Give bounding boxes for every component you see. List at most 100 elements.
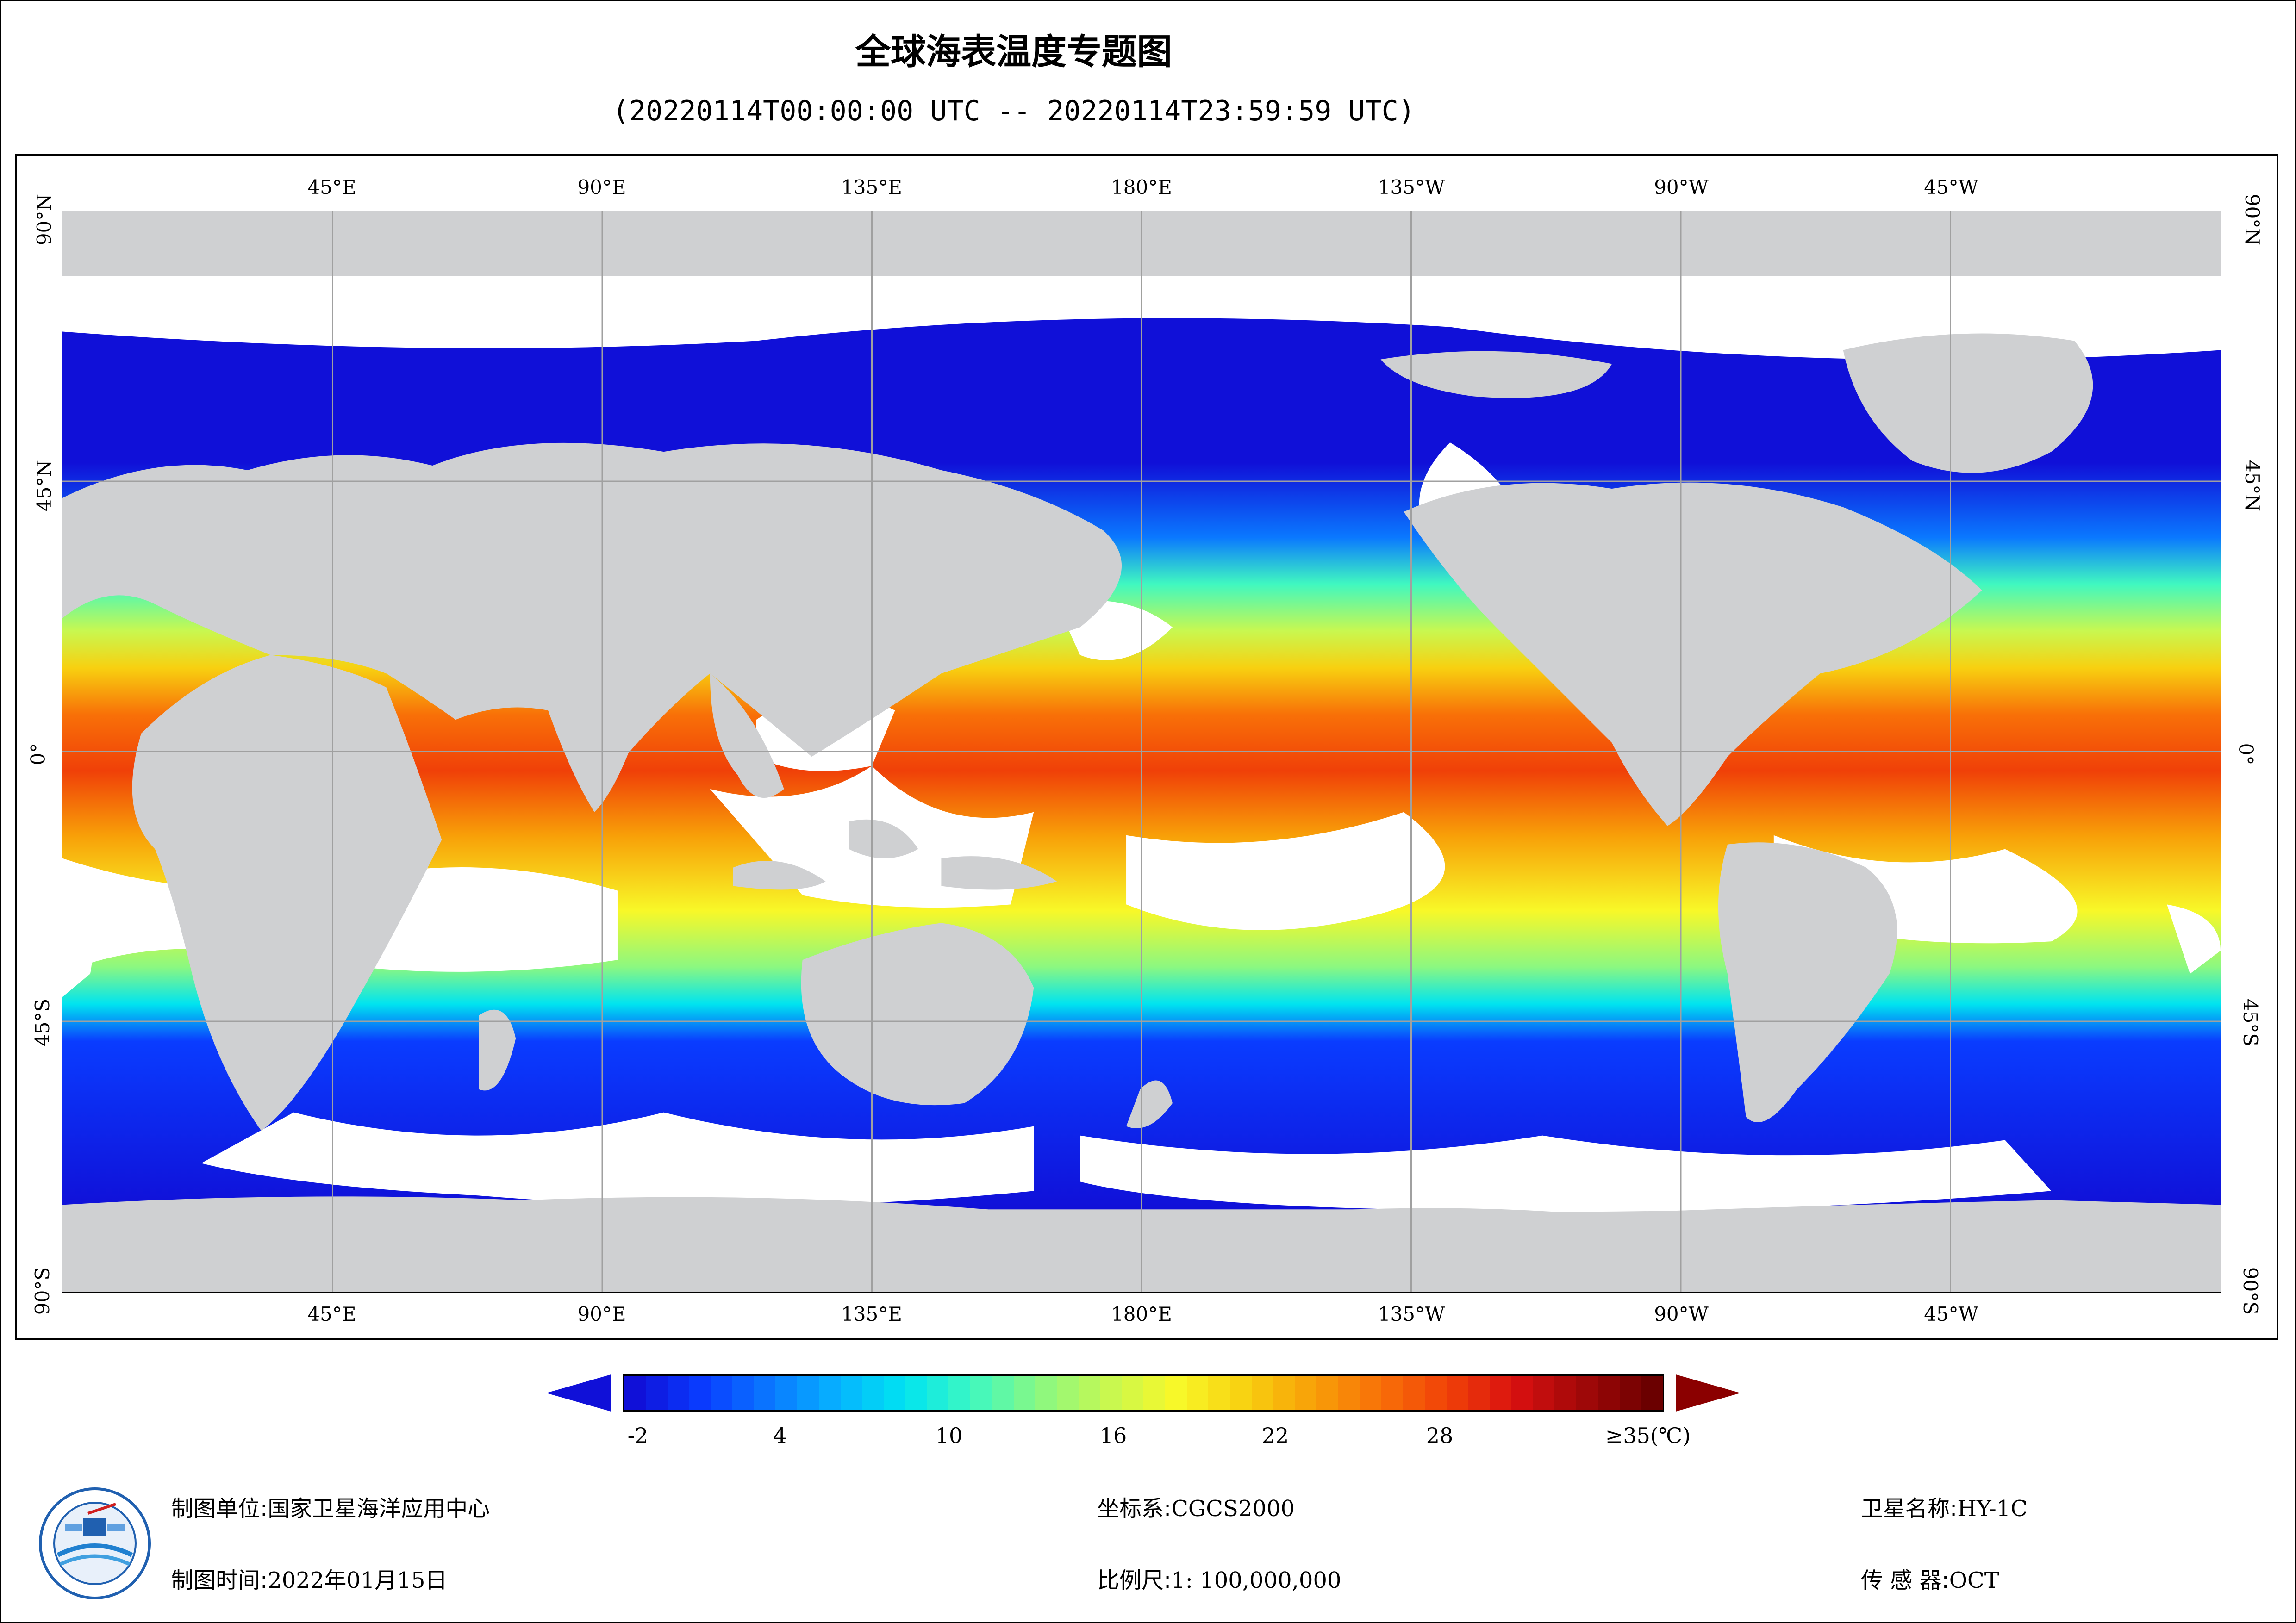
colorbar-swatch bbox=[645, 1376, 668, 1410]
land-continents bbox=[62, 333, 2093, 1131]
scale-field: 比例尺:1: 100,000,000 bbox=[1097, 1562, 1341, 1594]
colorbar-swatch bbox=[624, 1376, 646, 1410]
colorbar-swatch bbox=[884, 1376, 905, 1410]
lat-tick-right-0: 0° bbox=[2234, 743, 2258, 765]
colorbar-swatch bbox=[1511, 1376, 1533, 1410]
sst-map[interactable] bbox=[62, 211, 2221, 1293]
colorbar-swatch bbox=[1533, 1376, 1555, 1410]
scale-value: 1: 100,000,000 bbox=[1171, 1567, 1341, 1593]
colorbar-swatch bbox=[711, 1376, 732, 1410]
lon-tick-top-90w: 90°W bbox=[1654, 176, 1709, 199]
lon-tick-bottom-45w: 45°W bbox=[1924, 1303, 1978, 1325]
colorbar-swatch bbox=[1360, 1376, 1382, 1410]
lon-tick-top-45e: 45°E bbox=[307, 176, 356, 199]
map-date-field: 制图时间:2022年01月15日 bbox=[171, 1562, 448, 1594]
colorbar-swatch bbox=[992, 1376, 1014, 1410]
lat-tick-right-90s: 90°S bbox=[2239, 1267, 2262, 1315]
graticule bbox=[62, 211, 2221, 1292]
colorbar-min-arrow bbox=[546, 1374, 611, 1412]
colorbar-swatch bbox=[905, 1376, 927, 1410]
colorbar-swatch bbox=[1165, 1376, 1187, 1410]
colorbar-swatch bbox=[1619, 1376, 1641, 1410]
lon-tick-top-180e: 180°E bbox=[1111, 176, 1172, 199]
sensor-field: 传 感 器:OCT bbox=[1861, 1562, 1999, 1594]
colorbar-swatch bbox=[1230, 1376, 1252, 1410]
colorbar-swatch bbox=[1273, 1376, 1295, 1410]
colorbar-swatch bbox=[689, 1376, 711, 1410]
colorbar-swatch bbox=[862, 1376, 884, 1410]
producer-field: 制图单位:国家卫星海洋应用中心 bbox=[171, 1490, 490, 1523]
lon-tick-bottom-180e: 180°E bbox=[1111, 1303, 1172, 1325]
time-range: (20220114T00:00:00 UTC -- 20220114T23:59… bbox=[612, 95, 1415, 127]
sensor-label: 传 感 器: bbox=[1861, 1567, 1949, 1593]
colorbar-swatch bbox=[1035, 1376, 1057, 1410]
producer-value: 国家卫星海洋应用中心 bbox=[268, 1496, 490, 1522]
lat-tick-left-45s: 45°S bbox=[31, 998, 54, 1047]
colorbar-swatch bbox=[1186, 1376, 1209, 1410]
crs-value: CGCS2000 bbox=[1171, 1496, 1295, 1522]
colorbar-swatch bbox=[1143, 1376, 1165, 1410]
colorbar-swatch bbox=[1641, 1376, 1663, 1410]
colorbar-swatch bbox=[840, 1376, 862, 1410]
colorbar-swatch bbox=[818, 1376, 841, 1410]
colorbar-swatch bbox=[1295, 1376, 1316, 1410]
colorbar-tick-label: 22 bbox=[1261, 1423, 1289, 1448]
producer-label: 制图单位: bbox=[171, 1496, 268, 1522]
satellite-label: 卫星名称: bbox=[1861, 1496, 1958, 1522]
crs-label: 坐标系: bbox=[1097, 1496, 1172, 1522]
lon-tick-bottom-90w: 90°W bbox=[1654, 1303, 1709, 1325]
colorbar-gradient bbox=[623, 1374, 1664, 1412]
colorbar-swatch bbox=[732, 1376, 754, 1410]
nsoas-logo bbox=[37, 1486, 153, 1601]
colorbar-swatch bbox=[1403, 1376, 1425, 1410]
map-date-value: 2022年01月15日 bbox=[268, 1567, 448, 1593]
lon-tick-bottom-45e: 45°E bbox=[307, 1303, 356, 1325]
colorbar-swatch bbox=[1554, 1376, 1576, 1410]
colorbar-swatch bbox=[667, 1376, 689, 1410]
colorbar bbox=[546, 1374, 1741, 1416]
satellite-field: 卫星名称:HY-1C bbox=[1861, 1490, 2028, 1523]
colorbar-swatch bbox=[1468, 1376, 1490, 1410]
colorbar-swatch bbox=[1490, 1376, 1511, 1410]
colorbar-swatch bbox=[775, 1376, 797, 1410]
map-title: 全球海表温度专题图 bbox=[855, 31, 1172, 72]
colorbar-tick-label: ≥35(℃) bbox=[1605, 1423, 1691, 1448]
lat-tick-right-90n: 90°N bbox=[2241, 193, 2264, 246]
lon-tick-top-135e: 135°E bbox=[841, 176, 902, 199]
colorbar-max-arrow bbox=[1676, 1374, 1741, 1412]
lat-tick-right-45s: 45°S bbox=[2239, 998, 2262, 1047]
lat-tick-left-0: 0° bbox=[26, 743, 50, 765]
sensor-value: OCT bbox=[1949, 1567, 1999, 1593]
colorbar-swatch bbox=[1597, 1376, 1620, 1410]
colorbar-swatch bbox=[1208, 1376, 1230, 1410]
colorbar-swatch bbox=[948, 1376, 970, 1410]
colorbar-swatch bbox=[1122, 1376, 1143, 1410]
colorbar-tick-label: 16 bbox=[1099, 1423, 1127, 1448]
lon-tick-bottom-135w: 135°W bbox=[1378, 1303, 1445, 1325]
map-frame bbox=[15, 154, 2278, 1340]
scale-label: 比例尺: bbox=[1097, 1567, 1172, 1593]
lon-tick-top-135w: 135°W bbox=[1378, 176, 1445, 199]
colorbar-tick-label: 4 bbox=[773, 1423, 787, 1448]
colorbar-swatch bbox=[797, 1376, 819, 1410]
sst-map-svg bbox=[62, 211, 2221, 1292]
colorbar-tick-label: -2 bbox=[627, 1423, 649, 1448]
colorbar-swatch bbox=[1338, 1376, 1360, 1410]
colorbar-swatch bbox=[1013, 1376, 1036, 1410]
colorbar-swatch bbox=[970, 1376, 992, 1410]
colorbar-swatch bbox=[1057, 1376, 1079, 1410]
colorbar-swatch bbox=[1251, 1376, 1273, 1410]
colorbar-tick-label: 10 bbox=[935, 1423, 963, 1448]
lon-tick-top-45w: 45°W bbox=[1924, 176, 1978, 199]
lon-tick-bottom-90e: 90°E bbox=[577, 1303, 626, 1325]
colorbar-swatch bbox=[1446, 1376, 1468, 1410]
colorbar-swatch bbox=[1424, 1376, 1447, 1410]
lon-tick-bottom-135e: 135°E bbox=[841, 1303, 902, 1325]
colorbar-swatch bbox=[1381, 1376, 1403, 1410]
lat-tick-left-90n: 90°N bbox=[33, 193, 56, 246]
lat-tick-left-45n: 45°N bbox=[33, 460, 56, 512]
colorbar-tick-label: 28 bbox=[1426, 1423, 1454, 1448]
colorbar-swatch bbox=[1100, 1376, 1122, 1410]
colorbar-swatch bbox=[754, 1376, 776, 1410]
